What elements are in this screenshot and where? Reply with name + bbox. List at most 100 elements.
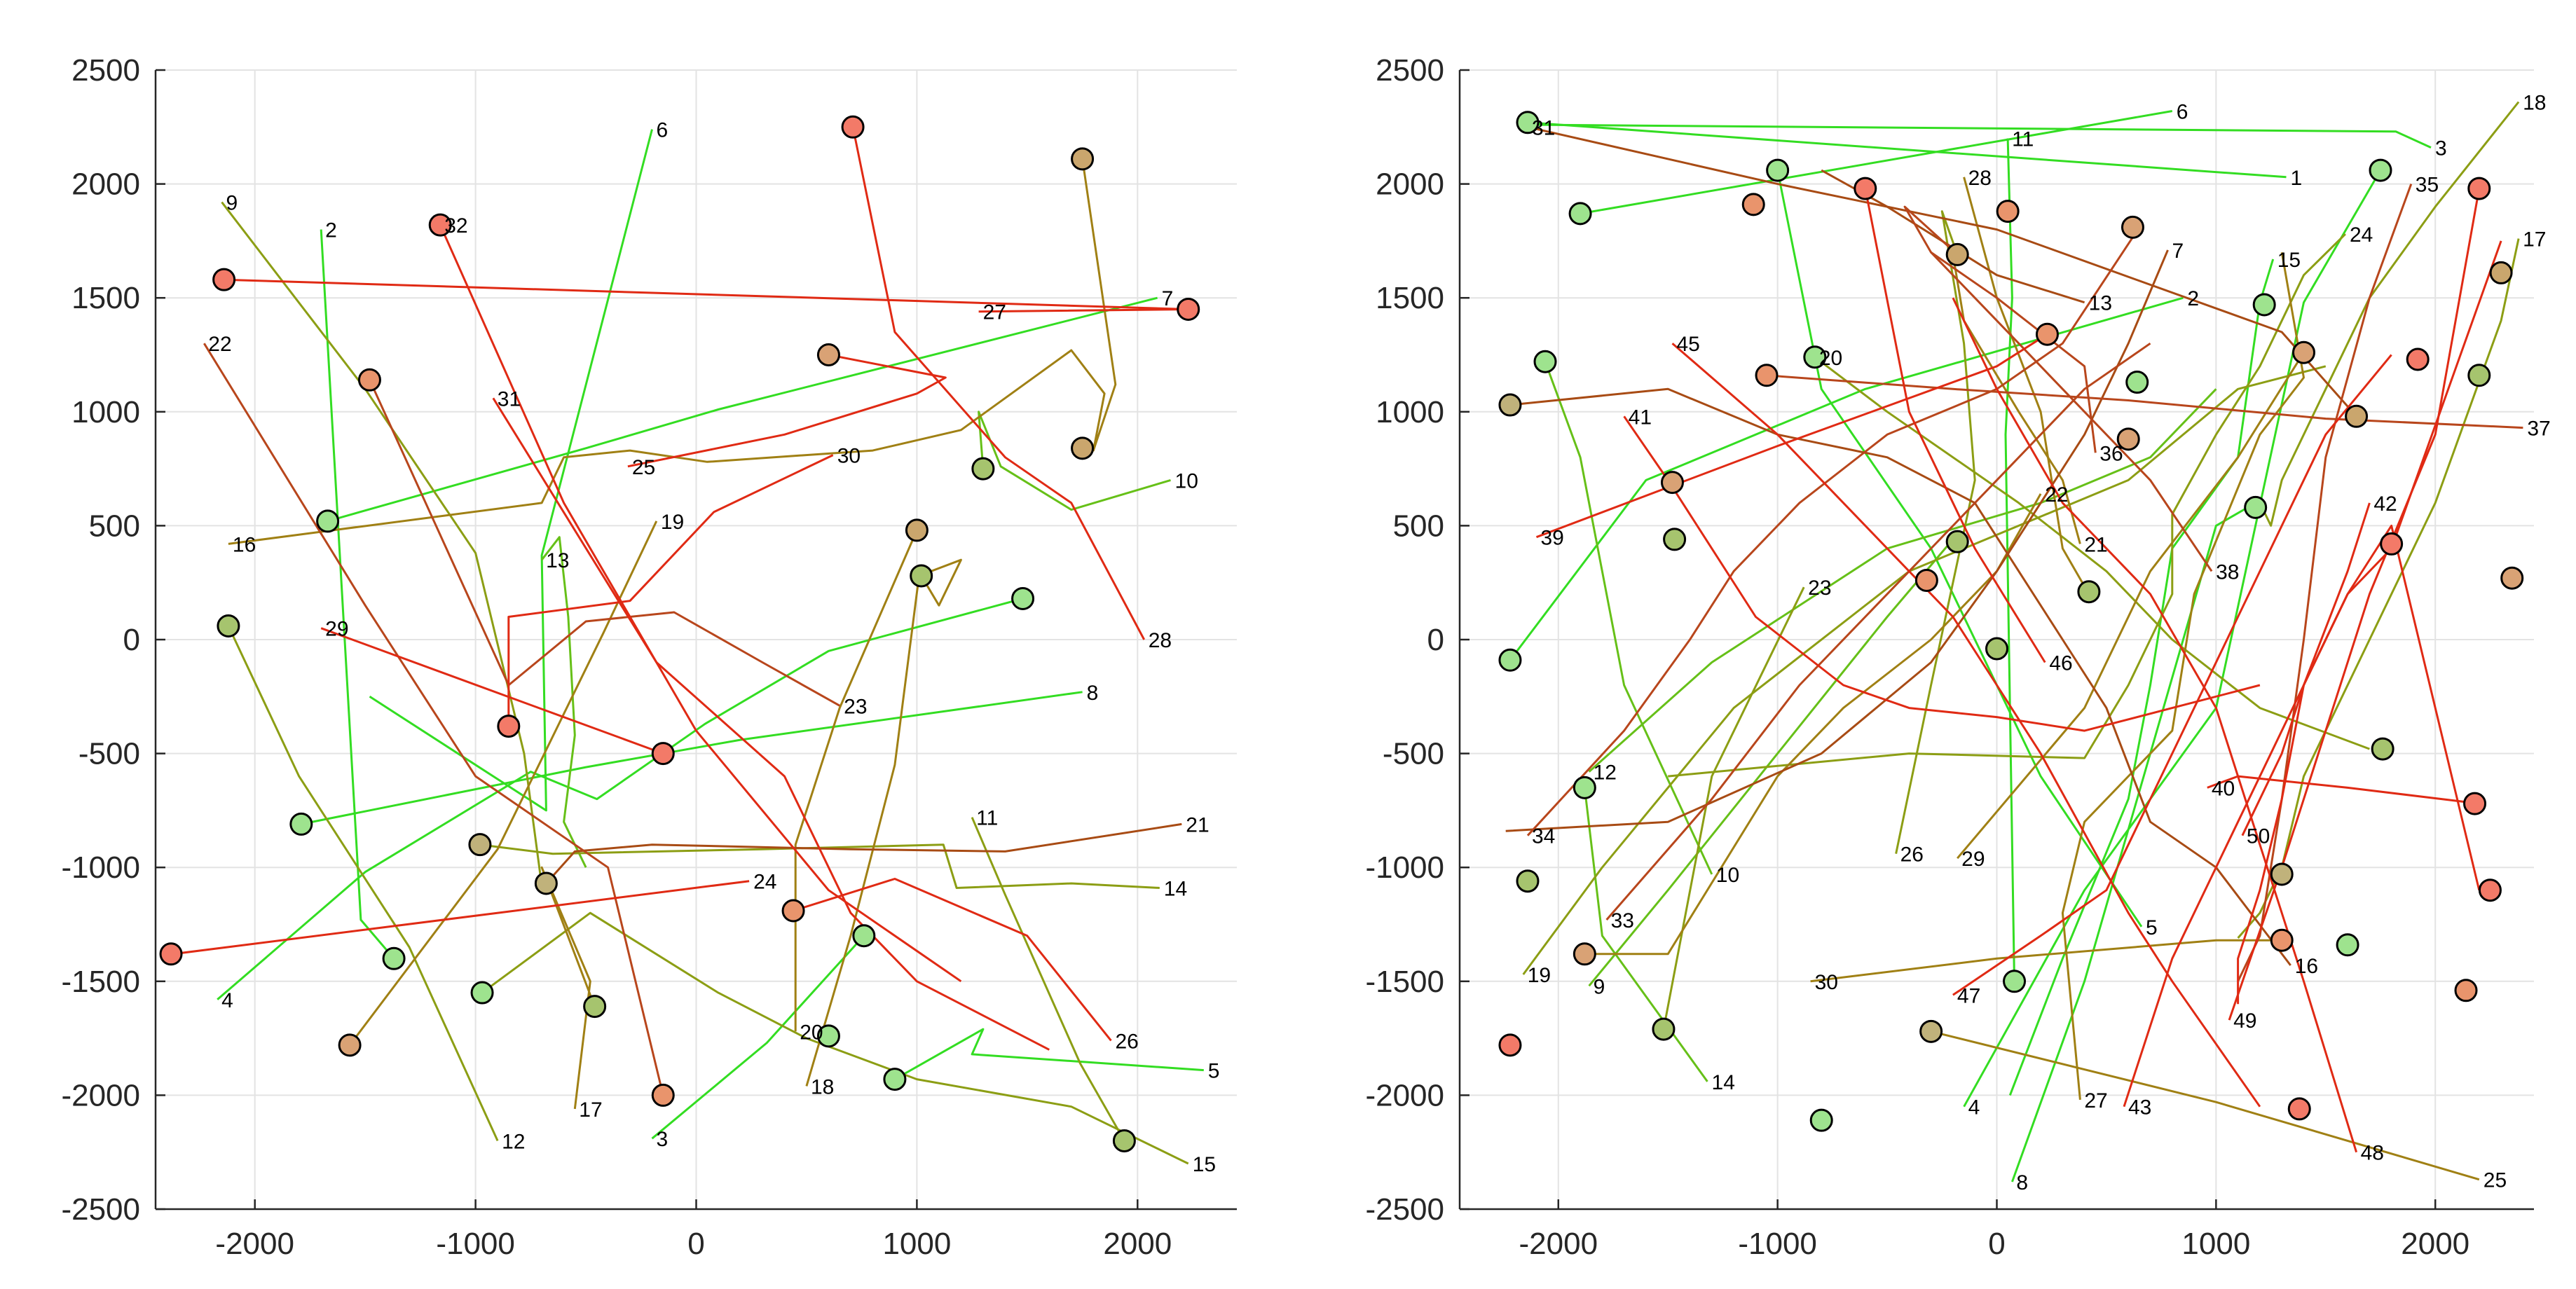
trajectory-line-17: [2237, 238, 2520, 939]
trajectory-line-26: [793, 878, 1112, 1042]
agent-marker: [1011, 586, 1035, 610]
agent-marker: [781, 899, 805, 923]
agent-marker: [428, 213, 452, 237]
trajectory-label-41: 41: [1629, 406, 1652, 429]
agent-marker: [2380, 532, 2404, 556]
trajectory-line-50: [2241, 524, 2481, 891]
trajectory-label-1: 1: [2290, 167, 2302, 190]
trajectory-line-31: [492, 397, 1050, 1051]
trajectory-label-29: 29: [325, 618, 348, 641]
trajectory-label-30: 30: [1815, 971, 1838, 994]
x-tick-label: -1000: [436, 1227, 515, 1261]
trajectory-line-37: [1766, 374, 2523, 429]
trajectory-label-48: 48: [2361, 1142, 2384, 1165]
agent-marker: [289, 812, 313, 836]
trajectory-line-48: [1952, 297, 2358, 1153]
trajectory-line-13: [540, 536, 587, 868]
y-tick-label: -2500: [1365, 1192, 1444, 1227]
trajectory-label-26: 26: [1116, 1030, 1139, 1053]
agent-marker: [2292, 340, 2315, 364]
y-tick-label: 500: [89, 509, 140, 543]
trajectory-line-42: [2237, 502, 2371, 1005]
trajectory-line-20: [794, 530, 918, 1032]
trajectory-label-26: 26: [1900, 843, 1924, 867]
trajectory-label-6: 6: [657, 119, 669, 142]
trajectory-label-43: 43: [2128, 1096, 2151, 1119]
trajectory-label-28: 28: [1968, 167, 1992, 190]
agent-marker: [583, 995, 607, 1019]
agent-marker: [2467, 364, 2491, 387]
agent-marker: [1498, 1033, 1522, 1057]
agent-marker: [159, 942, 183, 966]
trajectory-label-28: 28: [1149, 629, 1172, 652]
trajectory-label-32: 32: [444, 214, 467, 237]
agent-marker: [316, 509, 340, 533]
agent-marker: [2125, 371, 2149, 394]
trajectory-label-8: 8: [1087, 682, 1099, 705]
trajectory-label-7: 7: [1162, 287, 1174, 310]
agent-marker: [497, 715, 521, 738]
trajectory-line-25: [627, 354, 947, 468]
trajectory-line-28: [851, 126, 1146, 640]
agent-marker: [2500, 566, 2524, 590]
trajectory-line-27: [2061, 251, 2305, 1101]
trajectory-line-32: [439, 224, 962, 983]
trajectory-line-16: [228, 158, 1117, 545]
agent-marker: [1652, 1017, 1676, 1041]
agent-marker: [1766, 158, 1790, 182]
trajectory-label-40: 40: [2212, 777, 2235, 800]
agent-marker: [1112, 1129, 1136, 1152]
trajectory-label-2: 2: [2187, 287, 2199, 310]
agent-marker: [2478, 878, 2502, 902]
trajectory-label-4: 4: [221, 989, 233, 1012]
agent-marker: [1945, 530, 1969, 553]
trajectory-line-3: [651, 935, 865, 1140]
trajectory-label-24: 24: [2350, 223, 2373, 247]
x-tick-label: -2000: [1519, 1227, 1598, 1261]
trajectory-line-14: [479, 843, 1160, 889]
trajectory-line-24: [173, 880, 750, 956]
y-tick-label: 1500: [71, 281, 140, 315]
trajectory-line-23: [1662, 586, 1805, 1030]
trajectory-line-11: [971, 817, 1125, 1142]
trajectory-label-37: 37: [2527, 418, 2550, 441]
trajectory-line-5: [894, 1028, 1204, 1080]
agent-marker: [2489, 261, 2513, 284]
trajectory-line-6: [369, 129, 653, 812]
agent-marker: [883, 1068, 907, 1091]
trajectory-label-23: 23: [844, 695, 867, 718]
trajectory-line-2: [1509, 296, 2184, 661]
trajectory-label-46: 46: [2049, 652, 2072, 675]
trajectory-label-50: 50: [2247, 825, 2270, 848]
agent-marker: [2287, 1097, 2311, 1121]
y-tick-label: -500: [78, 737, 140, 771]
trajectory-line-7: [327, 296, 1158, 523]
trajectory-label-49: 49: [2233, 1009, 2256, 1033]
trajectory-label-11: 11: [976, 807, 998, 830]
trajectory-label-29: 29: [1961, 848, 1985, 871]
trajectory-label-15: 15: [1193, 1153, 1216, 1176]
right-plot: -2000 -1000 0 1000 2000 -2500 -2000 -1500 -1000 -…: [1365, 53, 2550, 1261]
y-tick-label: -1000: [1365, 850, 1444, 885]
trajectory-line-10: [978, 411, 1171, 511]
trajectory-line-22: [203, 343, 664, 1096]
trajectory-line-36: [1903, 205, 2097, 453]
y-tick-label: -2500: [61, 1192, 140, 1227]
agent-marker: [1498, 648, 1522, 672]
trajectory-line-16: [1509, 387, 2291, 966]
agent-marker: [1914, 568, 1938, 592]
agent-marker: [2270, 862, 2294, 886]
trajectory-line-49: [2228, 188, 2481, 1021]
trajectory-line-45: [1671, 343, 2261, 1108]
agent-marker: [1071, 436, 1095, 460]
trajectory-line-24: [1668, 233, 2346, 778]
agent-marker: [1573, 942, 1596, 966]
trajectory-line-28: [1963, 177, 2090, 595]
agent-marker: [1854, 177, 1877, 200]
trajectory-label-31: 31: [1532, 116, 1555, 139]
x-tick-label: 2000: [2401, 1227, 2469, 1261]
x-tick-label: 1000: [882, 1227, 951, 1261]
agent-marker: [2336, 933, 2359, 957]
agent-marker: [470, 981, 494, 1005]
trajectory-label-22: 22: [208, 333, 231, 356]
